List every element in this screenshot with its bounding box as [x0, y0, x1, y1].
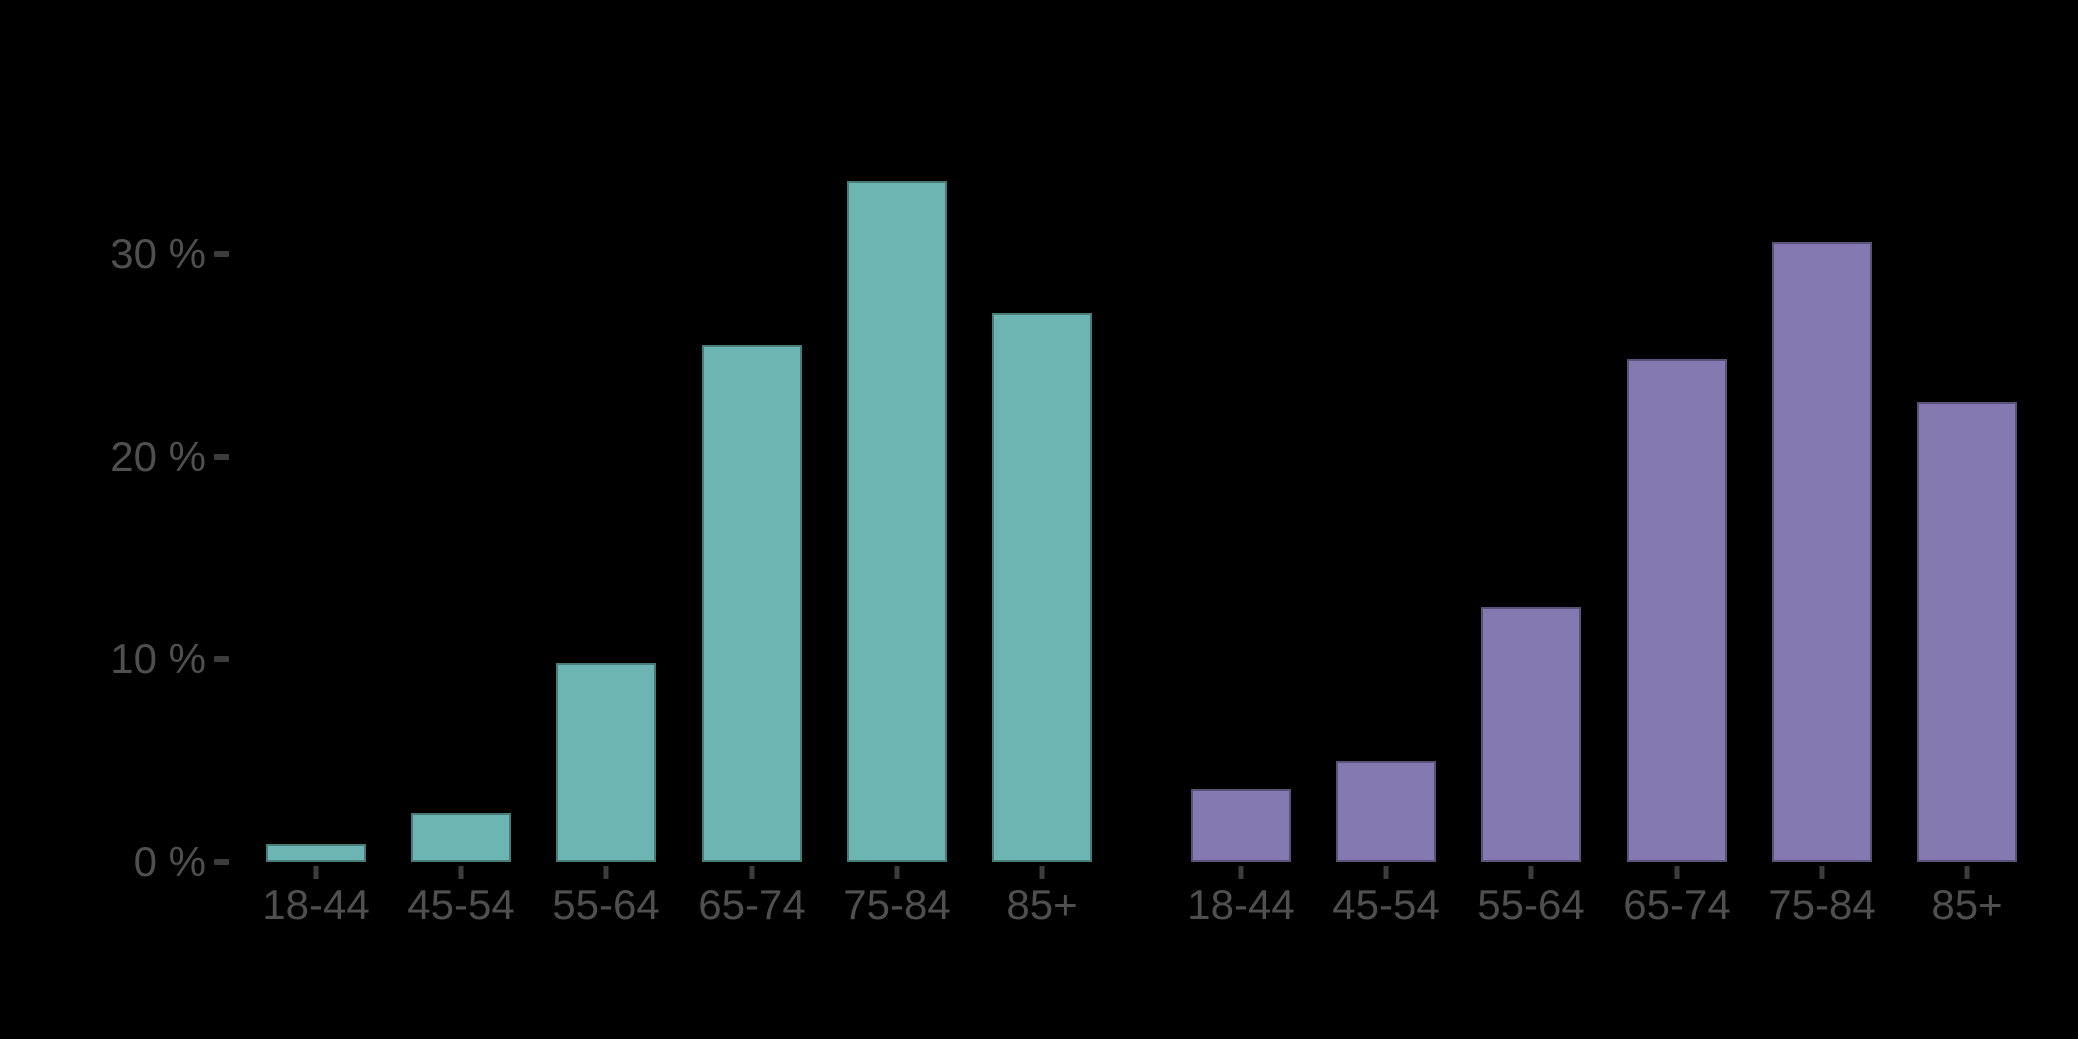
y-tick-mark-30 [214, 250, 229, 257]
x-tick-mark-right-group-purple-45-54 [1383, 866, 1389, 879]
y-tick-label-30: 30 % [110, 229, 206, 277]
x-tick-mark-left-group-teal-85+ [1039, 866, 1045, 879]
y-tick-label-0: 0 % [133, 838, 206, 885]
bar-right-group-purple-75-84 [1772, 242, 1872, 862]
bar-left-group-teal-75-84 [847, 181, 947, 862]
bar-right-group-purple-55-64 [1481, 607, 1581, 862]
bar-right-group-purple-45-54 [1336, 761, 1436, 862]
x-tick-mark-left-group-teal-75-84 [894, 866, 900, 879]
x-tick-label-left-group-teal-55-64: 55-64 [552, 881, 660, 928]
y-tick-label-20: 20 % [110, 432, 206, 480]
x-tick-mark-right-group-purple-75-84 [1819, 866, 1825, 879]
x-tick-label-right-group-purple-55-64: 55-64 [1477, 881, 1585, 928]
bar-left-group-teal-55-64 [556, 663, 656, 862]
y-tick-label-10: 10 % [110, 635, 206, 683]
bar-right-group-purple-85+ [1917, 402, 2017, 862]
x-tick-label-left-group-teal-75-84: 75-84 [843, 881, 951, 928]
y-tick-mark-20 [214, 453, 229, 460]
x-tick-mark-left-group-teal-45-54 [458, 866, 464, 879]
y-tick-mark-0 [214, 859, 229, 865]
x-tick-label-left-group-teal-85+: 85+ [1006, 881, 1078, 928]
y-tick-mark-10 [214, 656, 229, 663]
bar-left-group-teal-45-54 [411, 813, 511, 862]
x-tick-mark-right-group-purple-18-44 [1238, 866, 1244, 879]
x-tick-label-right-group-purple-45-54: 45-54 [1332, 881, 1440, 928]
x-tick-mark-left-group-teal-55-64 [603, 866, 609, 879]
x-tick-mark-right-group-purple-55-64 [1528, 866, 1534, 879]
x-tick-label-left-group-teal-65-74: 65-74 [698, 881, 806, 928]
x-tick-label-left-group-teal-18-44: 18-44 [262, 881, 370, 928]
x-tick-label-left-group-teal-45-54: 45-54 [407, 881, 515, 928]
x-tick-label-right-group-purple-18-44: 18-44 [1187, 881, 1295, 928]
x-tick-label-right-group-purple-85+: 85+ [1931, 881, 2003, 928]
x-tick-label-right-group-purple-65-74: 65-74 [1623, 881, 1731, 928]
bar-left-group-teal-85+ [992, 313, 1092, 862]
bar-right-group-purple-65-74 [1627, 359, 1727, 862]
bar-left-group-teal-65-74 [702, 345, 802, 862]
x-tick-mark-left-group-teal-18-44 [313, 866, 319, 879]
x-tick-mark-right-group-purple-65-74 [1674, 866, 1680, 879]
bar-left-group-teal-18-44 [266, 844, 366, 862]
x-tick-mark-left-group-teal-65-74 [749, 866, 755, 879]
x-tick-label-right-group-purple-75-84: 75-84 [1768, 881, 1876, 928]
bar-right-group-purple-18-44 [1191, 789, 1291, 862]
x-tick-mark-right-group-purple-85+ [1964, 866, 1970, 879]
